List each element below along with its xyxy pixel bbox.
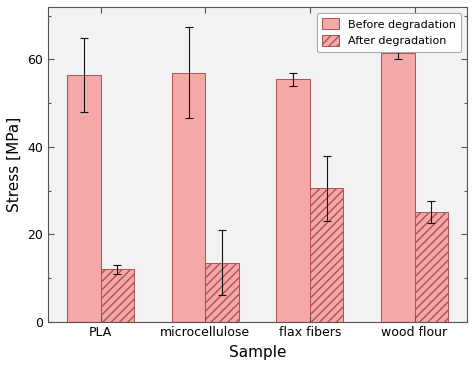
X-axis label: Sample: Sample [229,345,286,360]
Bar [415,212,448,321]
Bar [381,53,415,321]
Y-axis label: Stress [MPa]: Stress [MPa] [7,117,22,212]
Bar [172,73,205,321]
Bar [276,79,310,321]
Bar [67,75,101,321]
Legend: Before degradation, After degradation: Before degradation, After degradation [317,12,462,52]
Bar [310,188,344,321]
Bar [101,269,134,321]
Bar [205,263,239,321]
